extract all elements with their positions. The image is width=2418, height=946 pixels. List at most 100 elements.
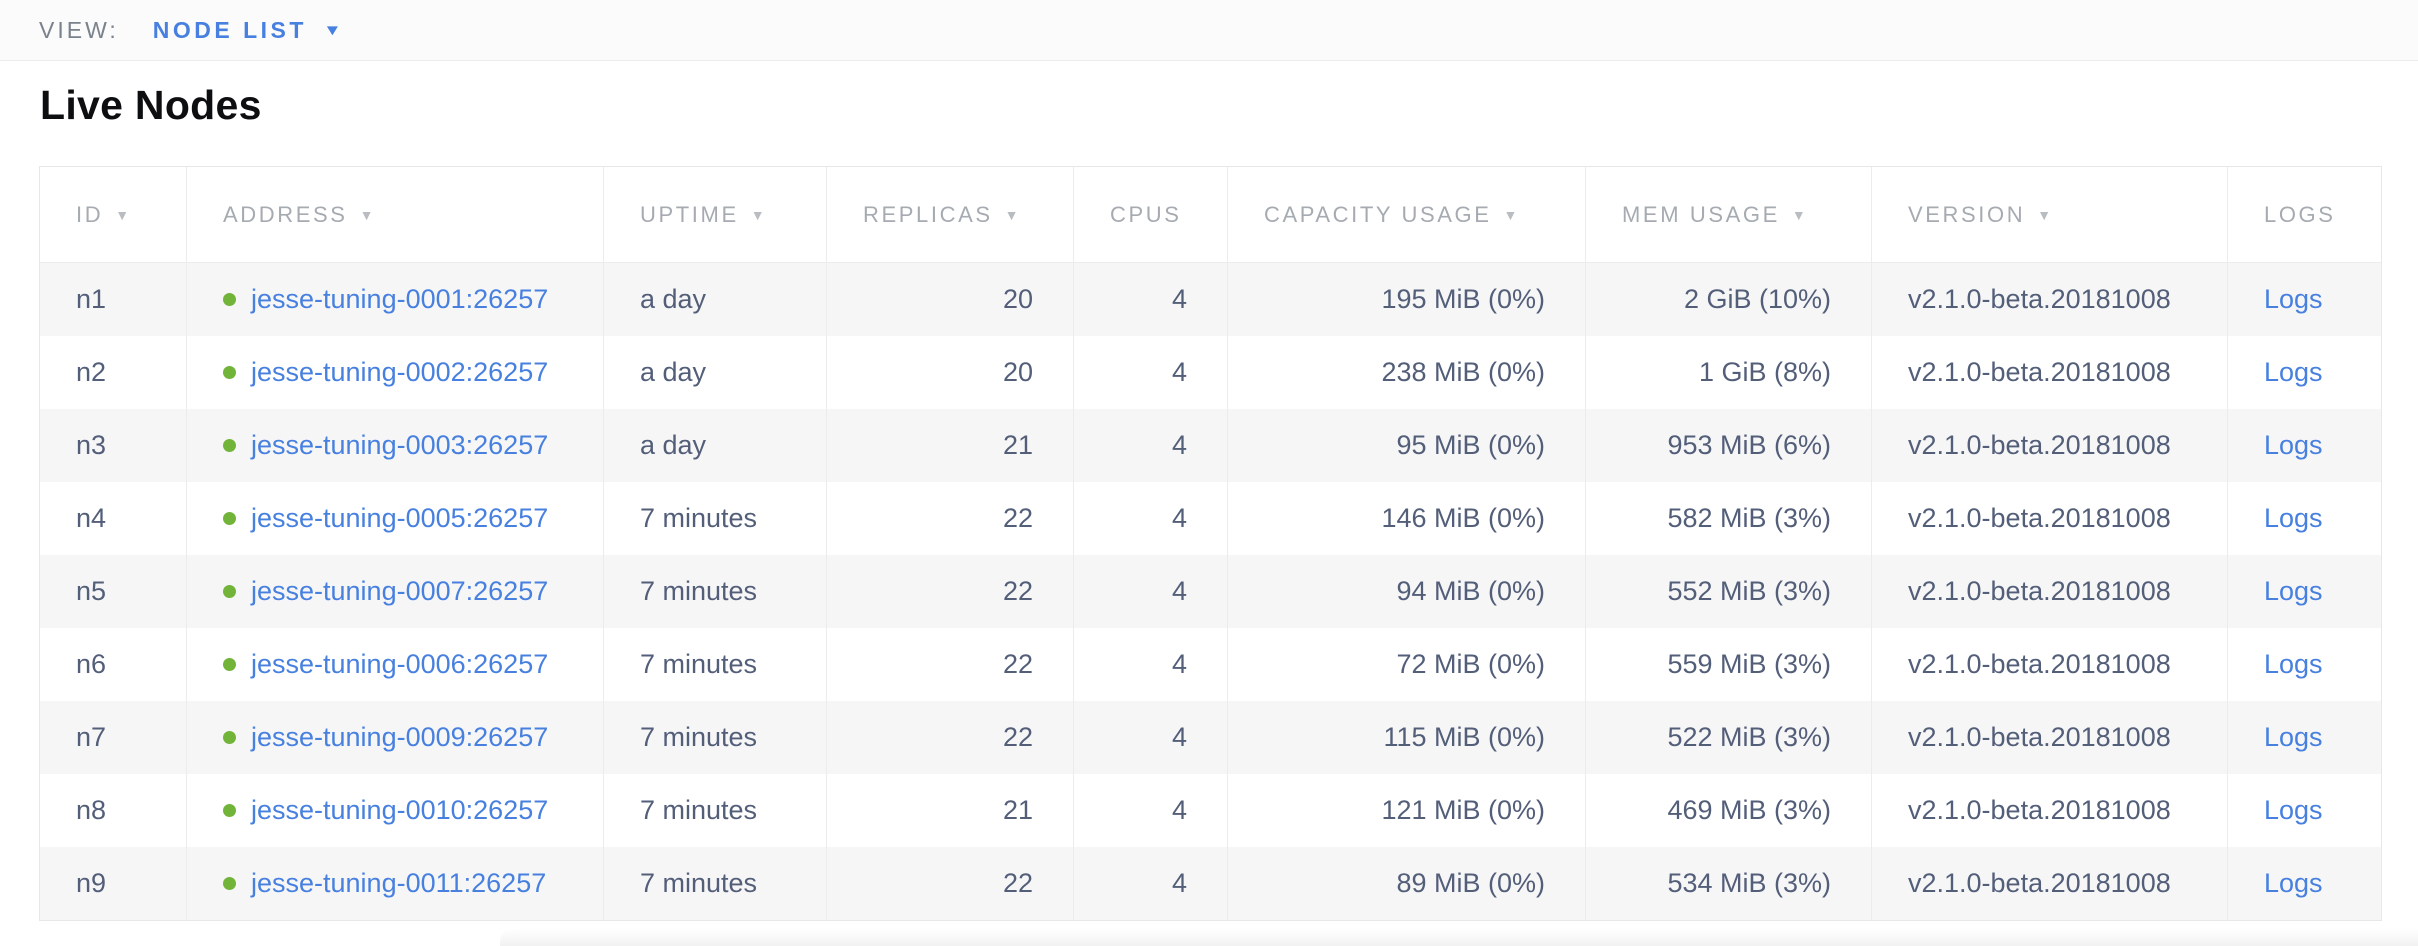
column-label: ADDRESS [223, 201, 348, 227]
view-selected-value: NODE LIST [152, 16, 307, 43]
cell-address: jesse-tuning-0003:26257 [186, 409, 603, 482]
cell-mem_usage: 1 GiB (8%) [1585, 336, 1871, 409]
column-label: CPUS [1110, 201, 1182, 227]
cell-address: jesse-tuning-0011:26257 [186, 847, 603, 920]
cell-replicas: 22 [826, 847, 1073, 920]
node-address-link[interactable]: jesse-tuning-0011:26257 [251, 868, 547, 898]
logs-link[interactable]: Logs [2264, 430, 2323, 460]
cell-uptime: a day [603, 336, 826, 409]
cell-uptime: a day [603, 409, 826, 482]
node-live-status-icon [223, 731, 236, 744]
cell-capacity_usage: 94 MiB (0%) [1227, 555, 1585, 628]
cell-mem_usage: 522 MiB (3%) [1585, 701, 1871, 774]
node-address-link[interactable]: jesse-tuning-0005:26257 [251, 503, 549, 533]
cell-logs: Logs [2227, 701, 2381, 774]
column-label: CAPACITY USAGE [1264, 201, 1492, 227]
cell-address: jesse-tuning-0002:26257 [186, 336, 603, 409]
column-header-address[interactable]: ADDRESS ▼ [186, 167, 603, 262]
sort-desc-icon: ▼ [1503, 206, 1520, 223]
node-address-link[interactable]: jesse-tuning-0002:26257 [251, 357, 549, 387]
column-header-mem_usage[interactable]: MEM USAGE ▼ [1585, 167, 1871, 262]
cell-cpus: 4 [1073, 701, 1227, 774]
node-address-link[interactable]: jesse-tuning-0007:26257 [251, 576, 549, 606]
cell-cpus: 4 [1073, 774, 1227, 847]
column-label: ID [76, 201, 104, 227]
sort-desc-icon: ▼ [1791, 206, 1809, 223]
table-row: n4 jesse-tuning-0005:26257 7 minutes 22 4 146… [40, 482, 2381, 555]
table-header-row: ID ▼ ADDRESS ▼ UPTIME ▼ REPLICAS ▼ CPUS CAPACITY … [40, 167, 2381, 263]
logs-link[interactable]: Logs [2264, 722, 2323, 752]
cell-capacity_usage: 146 MiB (0%) [1227, 482, 1585, 555]
table-row: n5 jesse-tuning-0007:26257 7 minutes 22 4 94 … [40, 555, 2381, 628]
cell-capacity_usage: 95 MiB (0%) [1227, 409, 1585, 482]
cell-logs: Logs [2227, 263, 2381, 336]
column-header-replicas[interactable]: REPLICAS ▼ [826, 167, 1073, 262]
cell-mem_usage: 559 MiB (3%) [1585, 628, 1871, 701]
logs-link[interactable]: Logs [2264, 503, 2323, 533]
cell-capacity_usage: 121 MiB (0%) [1227, 774, 1585, 847]
column-header-uptime[interactable]: UPTIME ▼ [603, 167, 826, 262]
logs-link[interactable]: Logs [2264, 576, 2323, 606]
cell-logs: Logs [2227, 774, 2381, 847]
cell-uptime: 7 minutes [603, 847, 826, 920]
node-live-status-icon [223, 585, 236, 598]
cell-cpus: 4 [1073, 263, 1227, 336]
cell-capacity_usage: 72 MiB (0%) [1227, 628, 1585, 701]
table-row: n7 jesse-tuning-0009:26257 7 minutes 22 4 115… [40, 701, 2381, 774]
logs-link[interactable]: Logs [2264, 868, 2323, 898]
cell-address: jesse-tuning-0001:26257 [186, 263, 603, 336]
cell-address: jesse-tuning-0005:26257 [186, 482, 603, 555]
view-selector-dropdown[interactable]: NODE LIST ▼ [152, 16, 342, 44]
cell-replicas: 22 [826, 701, 1073, 774]
view-bar: VIEW: NODE LIST ▼ [0, 0, 2418, 61]
node-address-link[interactable]: jesse-tuning-0009:26257 [251, 722, 549, 752]
cell-logs: Logs [2227, 336, 2381, 409]
column-header-logs: LOGS [2227, 167, 2381, 262]
cell-replicas: 21 [826, 774, 1073, 847]
cell-id: n4 [76, 503, 107, 533]
sort-desc-icon: ▼ [359, 206, 377, 223]
sort-desc-icon: ▼ [2037, 206, 2054, 223]
cell-capacity_usage: 195 MiB (0%) [1227, 263, 1585, 336]
cell-id: n8 [76, 795, 107, 825]
sort-desc-icon: ▼ [750, 206, 768, 223]
node-address-link[interactable]: jesse-tuning-0006:26257 [251, 649, 549, 679]
node-address-link[interactable]: jesse-tuning-0001:26257 [251, 284, 549, 314]
node-address-link[interactable]: jesse-tuning-0003:26257 [251, 430, 549, 460]
sort-desc-icon: ▼ [115, 206, 132, 223]
column-header-version[interactable]: VERSION ▼ [1871, 167, 2227, 262]
logs-link[interactable]: Logs [2264, 649, 2323, 679]
logs-link[interactable]: Logs [2264, 357, 2323, 387]
node-address-link[interactable]: jesse-tuning-0010:26257 [251, 795, 549, 825]
cell-mem_usage: 469 MiB (3%) [1585, 774, 1871, 847]
column-header-id[interactable]: ID ▼ [40, 167, 186, 262]
cell-version: v2.1.0-beta.20181008 [1871, 774, 2227, 847]
cell-capacity_usage: 115 MiB (0%) [1227, 701, 1585, 774]
sort-desc-icon: ▼ [1004, 206, 1022, 223]
node-live-status-icon [223, 293, 236, 306]
cell-address: jesse-tuning-0009:26257 [186, 701, 603, 774]
cell-cpus: 4 [1073, 336, 1227, 409]
cell-version: v2.1.0-beta.20181008 [1871, 847, 2227, 920]
cell-uptime: 7 minutes [603, 555, 826, 628]
cell-version: v2.1.0-beta.20181008 [1871, 263, 2227, 336]
cell-id: n7 [76, 722, 107, 752]
column-header-cpus: CPUS [1073, 167, 1227, 262]
column-header-capacity_usage[interactable]: CAPACITY USAGE ▼ [1227, 167, 1585, 262]
dropdown-caret-icon: ▼ [323, 21, 342, 39]
table-row: n6 jesse-tuning-0006:26257 7 minutes 22 4 72 … [40, 628, 2381, 701]
logs-link[interactable]: Logs [2264, 284, 2323, 314]
logs-link[interactable]: Logs [2264, 795, 2323, 825]
node-live-status-icon [223, 366, 236, 379]
cell-version: v2.1.0-beta.20181008 [1871, 555, 2227, 628]
cell-capacity_usage: 238 MiB (0%) [1227, 336, 1585, 409]
node-live-status-icon [223, 512, 236, 525]
cell-uptime: 7 minutes [603, 701, 826, 774]
column-label: LOGS [2264, 201, 2336, 227]
table-row: n3 jesse-tuning-0003:26257 a day 21 4 95 MiB … [40, 409, 2381, 482]
cell-cpus: 4 [1073, 409, 1227, 482]
table-row: n1 jesse-tuning-0001:26257 a day 20 4 195 MiB… [40, 263, 2381, 336]
table-row: n8 jesse-tuning-0010:26257 7 minutes 21 4 121… [40, 774, 2381, 847]
cell-address: jesse-tuning-0007:26257 [186, 555, 603, 628]
table-body: n1 jesse-tuning-0001:26257 a day 20 4 195 MiB… [40, 263, 2381, 920]
